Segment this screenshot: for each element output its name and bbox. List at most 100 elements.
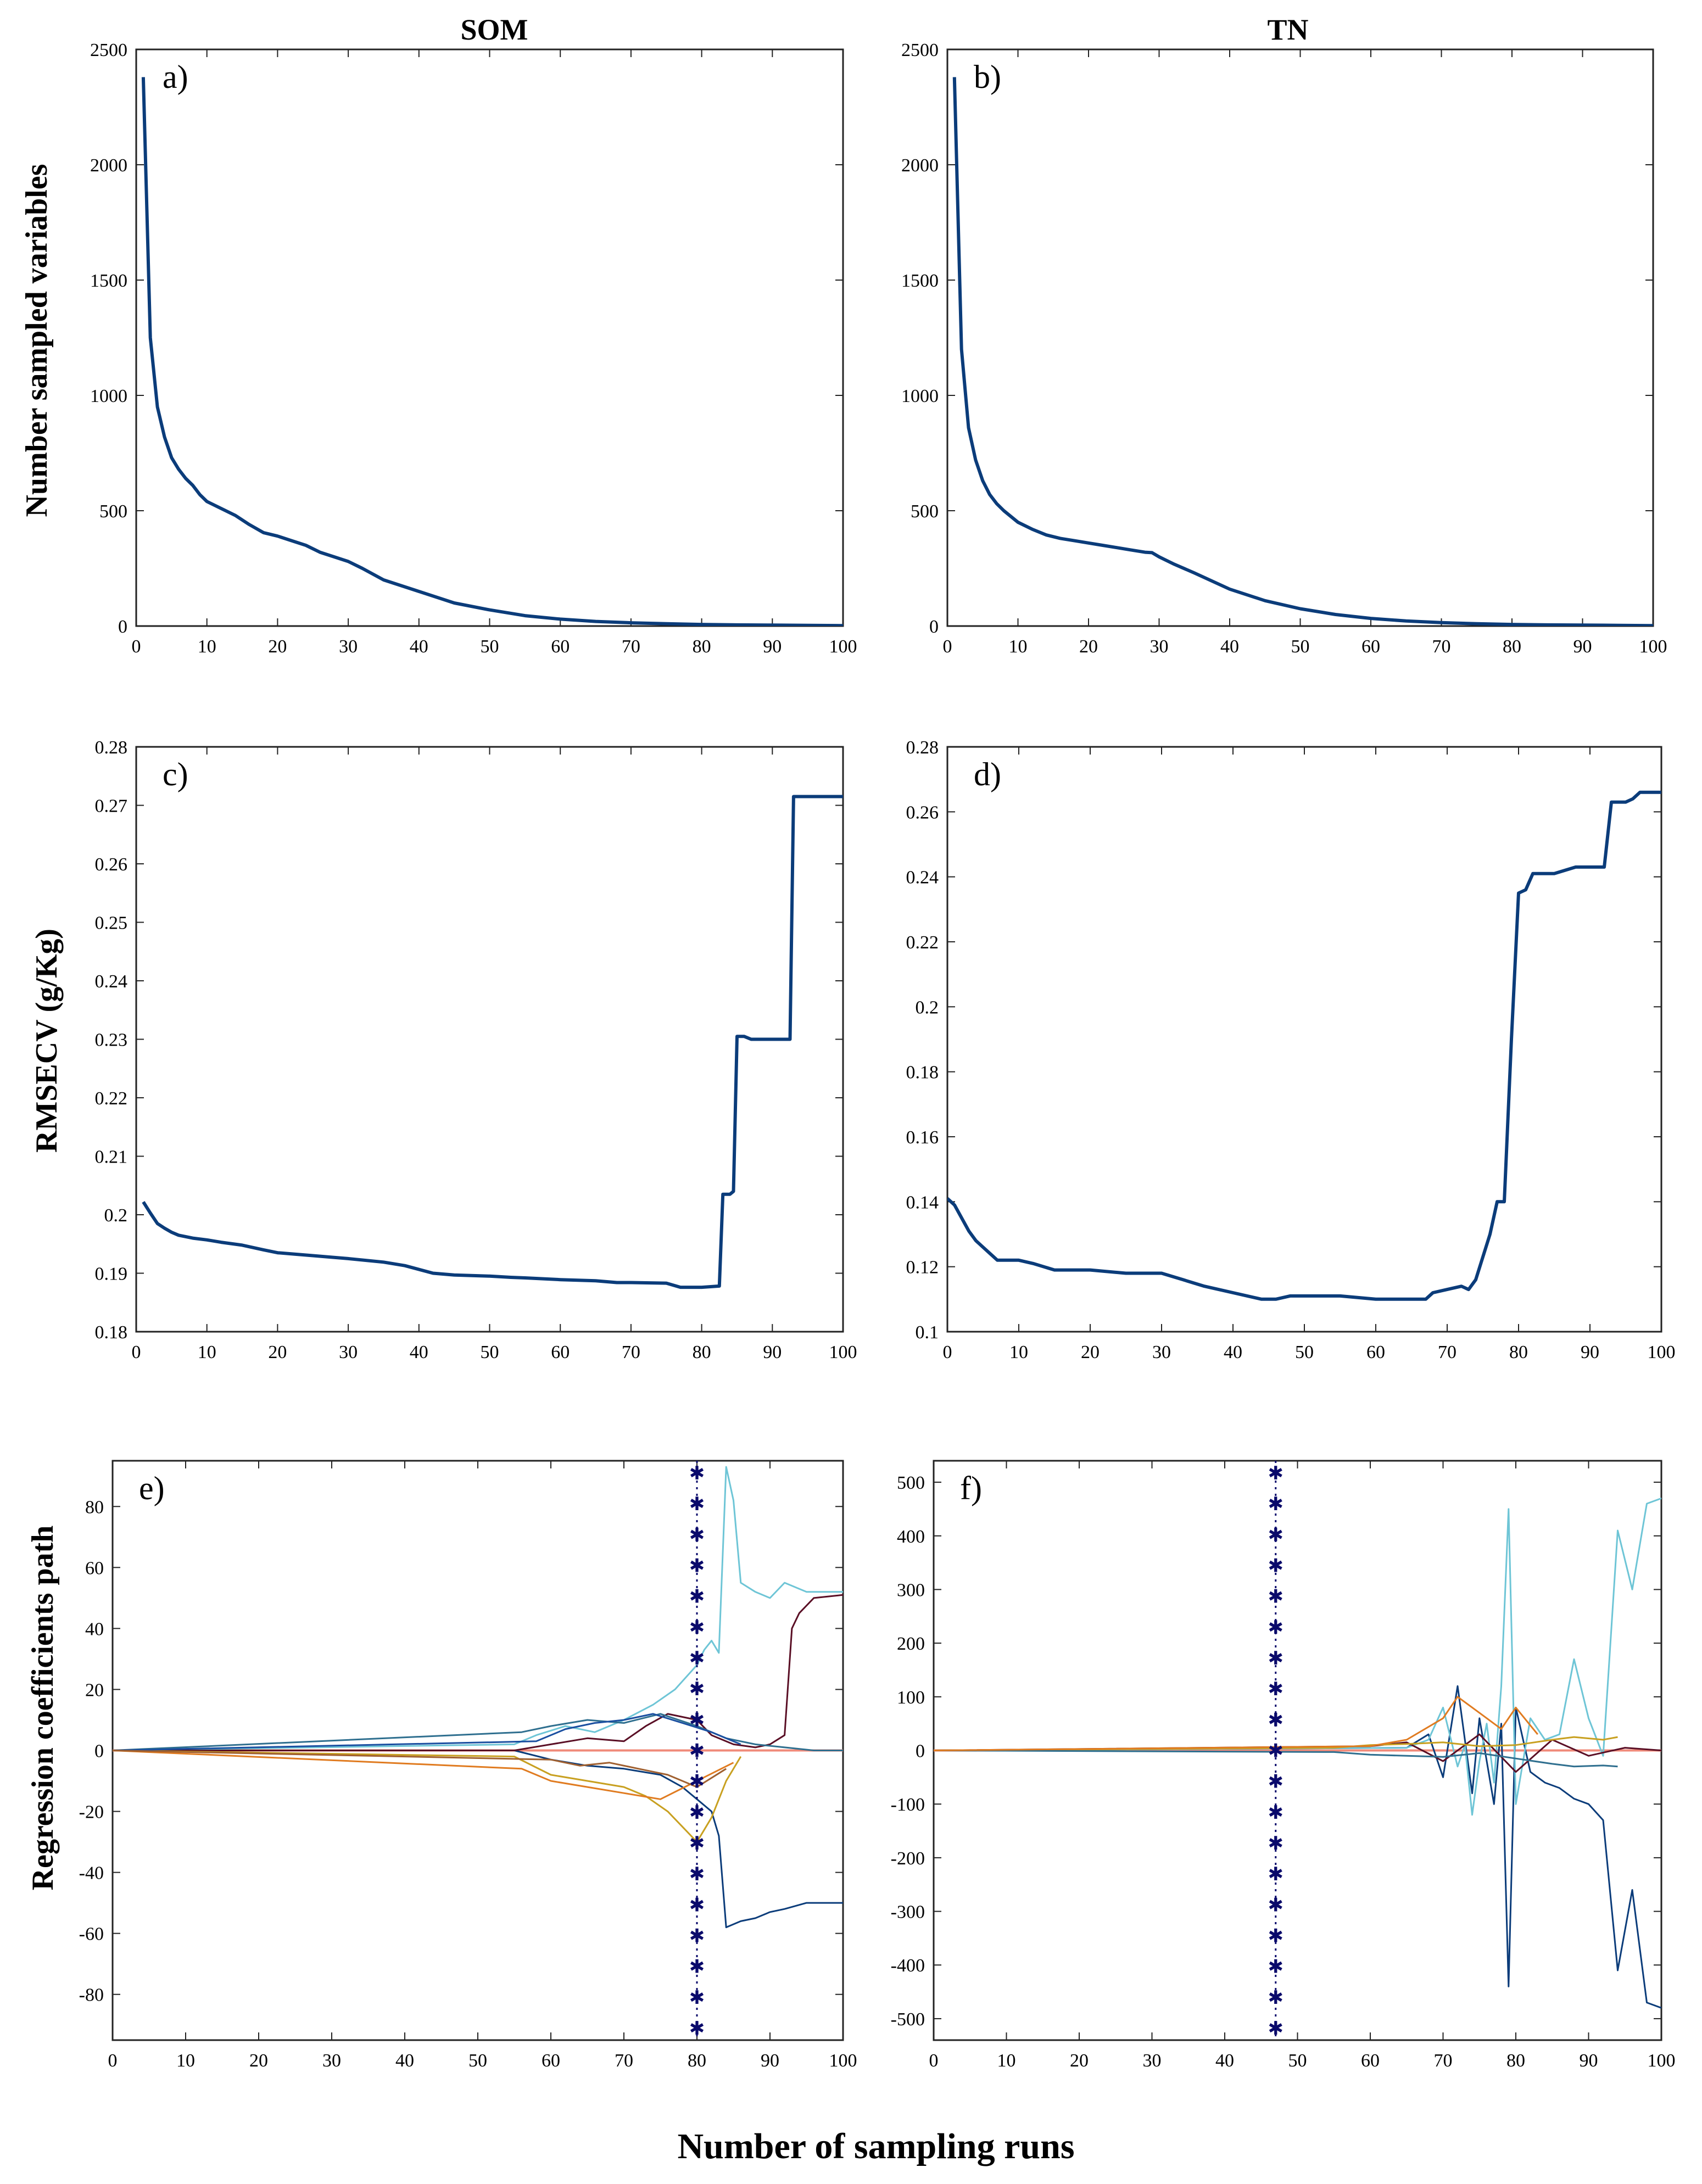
panel-label: c) <box>163 756 188 792</box>
y-tick-label: 0.14 <box>906 1192 939 1213</box>
star-marker: ✱ <box>1268 1618 1284 1638</box>
star-marker: ✱ <box>1268 1803 1284 1823</box>
x-tick-label: 100 <box>1639 636 1667 657</box>
star-marker: ✱ <box>1268 1834 1284 1854</box>
star-marker: ✱ <box>689 1525 705 1545</box>
plot-frame <box>135 48 844 627</box>
coefficient-path-line <box>113 1750 742 1843</box>
chart-panel-b: 0 10 20 30 40 50 60 70 80 90 100050010001500200025… <box>901 40 1667 657</box>
coefficient-path-line <box>113 1594 843 1751</box>
chart-panel-d: 0 10 20 30 40 50 60 70 80 90 100 0.1 0.12 0.14 0.16 0.1… <box>906 738 1676 1362</box>
x-tick-label: 80 <box>693 636 711 657</box>
chart-panel-e: 0 10 20 30 40 50 60 70 80 90 100 -80 -60 -40 -20 0 20 40 6… <box>79 1460 857 2071</box>
y-tick-label: 80 <box>85 1497 104 1517</box>
y-tick-label: 40 <box>85 1619 104 1639</box>
star-marker: ✱ <box>689 1556 705 1577</box>
panel-label: b) <box>974 59 1001 95</box>
x-tick-label: 20 <box>249 2051 268 2071</box>
y-tick-label: 20 <box>85 1680 104 1700</box>
ylabel-row1: Number sampled variables <box>20 164 54 517</box>
x-tick-label: 70 <box>615 2051 633 2071</box>
x-tick-label: 20 <box>268 636 287 657</box>
x-tick-label: 50 <box>1288 2051 1307 2071</box>
series-line <box>141 77 843 626</box>
figure-xlabel: Number of sampling runs <box>677 2126 1074 2166</box>
x-tick-label: 40 <box>410 636 428 657</box>
star-marker: ✱ <box>689 1772 705 1792</box>
x-tick-label: 90 <box>761 2051 779 2071</box>
x-tick-label: 70 <box>1434 2051 1453 2071</box>
series-line <box>952 77 1653 626</box>
coefficient-path-line <box>934 1497 1661 1816</box>
star-marker: ✱ <box>689 1649 705 1669</box>
y-tick-label: 0.18 <box>95 1322 128 1343</box>
star-marker: ✱ <box>689 1587 705 1607</box>
y-tick-label: -80 <box>79 1985 104 2006</box>
y-tick-label: 0.24 <box>95 971 128 992</box>
column-title-tn: TN <box>1267 13 1308 46</box>
panel-label: a) <box>163 59 188 95</box>
star-marker: ✱ <box>1268 1587 1284 1607</box>
coefficient-path-line <box>934 1696 1538 1751</box>
x-tick-label: 20 <box>1079 636 1098 657</box>
x-tick-label: 60 <box>551 636 570 657</box>
y-tick-label: -300 <box>891 1902 925 1923</box>
x-tick-label: 40 <box>410 1342 428 1362</box>
y-tick-label: 2000 <box>901 155 939 176</box>
panel-label: e) <box>139 1470 165 1506</box>
x-tick-label: 90 <box>763 1342 782 1362</box>
y-tick-label: 0 <box>916 1741 925 1762</box>
x-tick-label: 30 <box>1152 1342 1171 1362</box>
x-tick-label: 100 <box>829 2051 857 2071</box>
chart-panel-a: 0 10 20 30 40 50 60 70 80 90 100050010001500200025… <box>90 40 857 657</box>
x-tick-label: 30 <box>322 2051 341 2071</box>
star-marker: ✱ <box>1268 1895 1284 1915</box>
x-tick-label: 100 <box>829 636 857 657</box>
star-marker: ✱ <box>1268 1957 1284 1978</box>
star-marker: ✱ <box>1268 1649 1284 1669</box>
y-tick-label: 0.18 <box>906 1063 939 1083</box>
y-tick-label: 2000 <box>90 155 127 176</box>
series-line <box>142 795 843 1289</box>
star-marker: ✱ <box>1268 1525 1284 1545</box>
x-tick-label: 50 <box>1295 1342 1314 1362</box>
y-tick-label: 0.25 <box>95 913 128 934</box>
x-tick-label: 20 <box>1081 1342 1100 1362</box>
star-marker: ✱ <box>689 2019 705 2039</box>
column-title-som: SOM <box>460 13 528 46</box>
star-marker: ✱ <box>1268 1464 1284 1484</box>
panel-label: f) <box>960 1470 982 1506</box>
y-tick-label: 2500 <box>90 40 127 60</box>
star-marker: ✱ <box>689 1926 705 1947</box>
star-marker: ✱ <box>1268 1772 1284 1792</box>
y-tick-label: 1500 <box>90 271 127 291</box>
y-tick-label: 0.26 <box>906 802 939 823</box>
x-tick-label: 90 <box>1581 1342 1599 1362</box>
y-tick-label: 0.2 <box>104 1205 128 1226</box>
x-tick-label: 20 <box>1070 2051 1089 2071</box>
x-tick-label: 40 <box>1215 2051 1234 2071</box>
y-tick-label: 0.28 <box>95 738 128 758</box>
y-tick-label: -40 <box>79 1863 104 1884</box>
star-marker: ✱ <box>1268 1926 1284 1947</box>
coefficient-path-line <box>934 1750 1618 1768</box>
star-marker: ✱ <box>689 1618 705 1638</box>
ylabel-row3: Regression coefficients path <box>26 1526 60 1891</box>
x-tick-label: 40 <box>395 2051 414 2071</box>
x-tick-label: 0 <box>943 636 952 657</box>
x-tick-label: 40 <box>1224 1342 1242 1362</box>
y-tick-label: 500 <box>897 1473 925 1493</box>
x-tick-label: 10 <box>198 636 216 657</box>
y-tick-label: 400 <box>897 1527 925 1547</box>
x-tick-label: 10 <box>1009 1342 1028 1362</box>
x-tick-label: 0 <box>108 2051 118 2071</box>
star-marker: ✱ <box>1268 1679 1284 1700</box>
y-tick-label: 0 <box>929 617 939 637</box>
plot-frame <box>946 48 1654 627</box>
y-tick-label: 0.1 <box>916 1322 939 1343</box>
star-marker: ✱ <box>689 1957 705 1978</box>
x-tick-label: 80 <box>1503 636 1521 657</box>
star-marker: ✱ <box>689 1679 705 1700</box>
y-tick-label: 1000 <box>901 386 939 406</box>
